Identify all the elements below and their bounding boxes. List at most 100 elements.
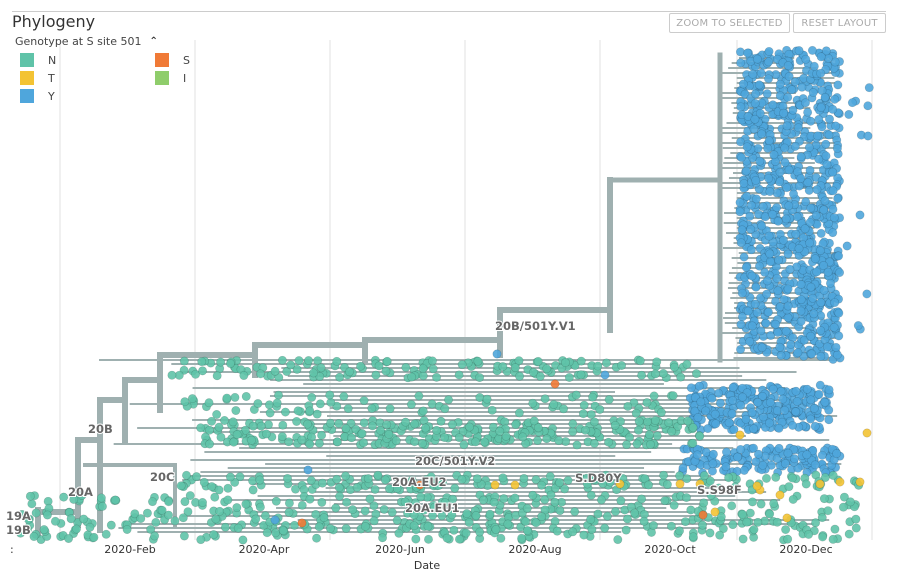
x-axis-edge-label: : xyxy=(10,543,14,556)
tip-n xyxy=(471,437,481,447)
tip-n xyxy=(617,360,627,370)
tip-y xyxy=(764,173,774,183)
tip-y xyxy=(764,418,774,428)
tip-n xyxy=(781,525,791,535)
tip-n xyxy=(205,439,215,449)
legend-item-i[interactable]: I xyxy=(155,71,186,85)
tip-n xyxy=(260,511,270,521)
tip-n xyxy=(341,523,351,533)
tip-n xyxy=(501,431,511,441)
tip-t xyxy=(615,479,625,489)
tip-n xyxy=(315,399,325,409)
tip-n xyxy=(335,491,345,501)
tip-y xyxy=(816,228,826,238)
tip-y xyxy=(773,216,783,226)
tip-y xyxy=(760,267,770,277)
tip-n xyxy=(669,362,679,372)
tip-n xyxy=(533,435,543,445)
tip-y xyxy=(742,142,752,152)
tip-n xyxy=(652,431,662,441)
tip-n xyxy=(652,357,662,367)
legend-item-y[interactable]: Y xyxy=(20,89,55,103)
tip-n xyxy=(642,398,652,408)
tip-n xyxy=(681,493,691,503)
tip-n xyxy=(110,495,120,505)
tip-y xyxy=(796,316,806,326)
legend-item-t[interactable]: T xyxy=(20,71,55,85)
tip-n xyxy=(420,423,430,433)
legend-header[interactable]: Genotype at S site 501 ⌃ xyxy=(15,35,158,48)
tip-n xyxy=(238,535,248,545)
legend-item-s[interactable]: S xyxy=(155,53,190,67)
tip-y xyxy=(783,284,793,294)
tip-n xyxy=(265,408,275,418)
tip-y xyxy=(853,321,863,331)
tip-n xyxy=(289,520,299,530)
tip-n xyxy=(738,509,748,519)
tip-y xyxy=(821,139,831,149)
tip-n xyxy=(198,498,208,508)
tip-n xyxy=(765,509,775,519)
tip-y xyxy=(814,154,824,164)
tip-n xyxy=(359,418,369,428)
tip-y xyxy=(825,114,835,124)
tip-n xyxy=(580,425,590,435)
chevron-up-icon[interactable]: ⌃ xyxy=(149,36,158,47)
tip-n xyxy=(818,532,828,542)
x-tick-label: 2020-Dec xyxy=(779,543,832,556)
tip-y xyxy=(783,301,793,311)
tip-n xyxy=(449,525,459,535)
clade-label-s-s98f: S.S98F xyxy=(697,483,742,497)
tip-y xyxy=(751,89,761,99)
tip-y xyxy=(756,293,766,303)
tip-n xyxy=(417,439,427,449)
tip-y xyxy=(772,454,782,464)
tip-n xyxy=(164,510,174,520)
tip-y xyxy=(810,254,820,264)
tip-n xyxy=(97,501,107,511)
tip-n xyxy=(714,483,724,493)
tip-y xyxy=(783,61,793,71)
x-axis-title: Date xyxy=(414,559,441,572)
tip-n xyxy=(560,358,570,368)
zoom-to-selected-button[interactable]: ZOOM TO SELECTED xyxy=(669,13,790,33)
tip-n xyxy=(205,425,215,435)
tip-y xyxy=(748,69,758,79)
tip-s xyxy=(415,480,425,490)
legend-item-n[interactable]: N xyxy=(20,53,56,67)
tip-n xyxy=(311,509,321,519)
tip-n xyxy=(589,417,599,427)
tip-n xyxy=(718,524,728,534)
tip-n xyxy=(419,505,429,515)
tip-n xyxy=(225,472,235,482)
tip-y xyxy=(816,298,826,308)
tip-y xyxy=(739,252,749,262)
tip-n xyxy=(549,399,559,409)
tip-n xyxy=(16,528,26,538)
tip-n xyxy=(552,526,562,536)
tip-n xyxy=(851,523,861,533)
x-tick-label: 2020-Aug xyxy=(508,543,561,556)
tip-n xyxy=(343,404,353,414)
tip-n xyxy=(699,498,709,508)
tip-y xyxy=(747,321,757,331)
tip-n xyxy=(356,361,366,371)
tip-y xyxy=(817,450,827,460)
tip-n xyxy=(820,473,830,483)
tip-y xyxy=(711,419,721,429)
x-axis: : 2020-Feb 2020-Apr 2020-Jun 2020-Aug 20… xyxy=(10,543,833,572)
tip-n xyxy=(334,419,344,429)
tip-y xyxy=(768,384,778,394)
tip-y xyxy=(754,80,764,90)
reset-layout-button[interactable]: RESET LAYOUT xyxy=(793,13,886,33)
tip-y xyxy=(781,326,791,336)
tip-y xyxy=(789,189,799,199)
tip-y xyxy=(813,131,823,141)
tip-y xyxy=(738,79,748,89)
tip-y xyxy=(819,205,829,215)
tip-y xyxy=(763,307,773,317)
legend-label: N xyxy=(48,53,57,67)
tip-y xyxy=(832,144,842,154)
tip-n xyxy=(106,520,116,530)
